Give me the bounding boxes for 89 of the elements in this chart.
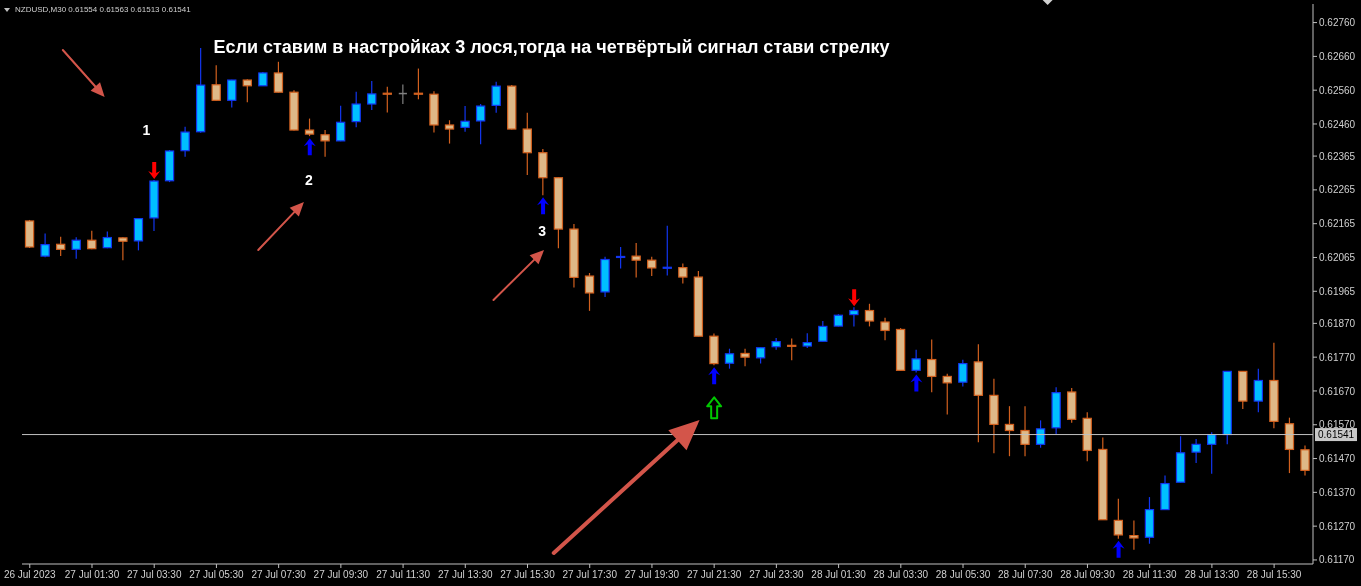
candlestick xyxy=(382,86,392,114)
candlestick xyxy=(242,78,252,103)
candlestick xyxy=(475,103,486,145)
candlestick xyxy=(180,126,190,158)
candlestick xyxy=(584,272,595,312)
candlestick xyxy=(55,236,66,257)
x-tick-label: 28 Jul 09:30 xyxy=(1060,569,1116,580)
x-tick-label: 27 Jul 23:30 xyxy=(749,569,805,580)
x-tick-label: 28 Jul 13:30 xyxy=(1184,569,1240,580)
x-tick-label: 27 Jul 01:30 xyxy=(64,569,120,580)
candlestick xyxy=(647,256,657,277)
candlestick xyxy=(118,236,128,261)
y-tick-label: 0.62460 xyxy=(1319,118,1356,130)
y-tick-label: 0.62365 xyxy=(1319,150,1356,162)
y-tick-label: 0.62265 xyxy=(1319,184,1356,196)
x-tick-label: 27 Jul 19:30 xyxy=(624,569,680,580)
x-tick-label: 28 Jul 03:30 xyxy=(873,569,929,580)
candlestick xyxy=(787,337,797,361)
y-tick-label: 0.61370 xyxy=(1319,486,1356,498)
candlestick xyxy=(849,306,859,328)
y-tick-label: 0.61670 xyxy=(1319,385,1356,397)
candlestick xyxy=(460,105,470,133)
candlestick xyxy=(1129,519,1139,551)
annotation: 2 xyxy=(304,172,313,188)
candlestick xyxy=(351,91,361,128)
candlestick xyxy=(678,262,688,285)
y-tick-label: 0.61170 xyxy=(1319,554,1355,566)
candlestick xyxy=(444,119,455,145)
ref-line-label: 0.61541 xyxy=(1318,429,1355,441)
candlestick xyxy=(71,236,81,260)
x-tick-label: 28 Jul 01:30 xyxy=(811,569,867,580)
candlestick xyxy=(724,348,735,370)
candlestick xyxy=(880,317,890,341)
x-tick-label: 27 Jul 07:30 xyxy=(251,569,307,580)
candlestick xyxy=(1020,405,1030,457)
candlestick xyxy=(1113,498,1124,540)
y-tick-label: 0.61470 xyxy=(1319,453,1356,465)
y-tick-label: 0.62065 xyxy=(1319,252,1356,264)
candlestick xyxy=(211,64,221,102)
candlestick xyxy=(522,112,532,176)
candlestick xyxy=(491,81,501,114)
x-tick-label: 27 Jul 05:30 xyxy=(189,569,245,580)
x-tick-label: 27 Jul 21:30 xyxy=(686,569,742,580)
candlestick xyxy=(1004,405,1015,457)
x-tick-label: 28 Jul 15:30 xyxy=(1246,569,1302,580)
x-tick-label: 28 Jul 11:30 xyxy=(1122,569,1177,580)
candlestick xyxy=(273,61,284,94)
y-tick-label: 0.61270 xyxy=(1319,520,1356,532)
candlestick xyxy=(942,373,952,416)
y-tick-label: 0.61965 xyxy=(1319,285,1356,297)
annotation: Если ставим в настройках 3 лося,тогда на четвёртый сигнал стави стрелку xyxy=(213,37,890,57)
y-tick-label: 0.62660 xyxy=(1319,50,1356,62)
candlestick xyxy=(133,217,144,251)
x-tick-label: 27 Jul 17:30 xyxy=(562,569,618,580)
candlestick xyxy=(927,338,937,393)
x-tick-label: 28 Jul 05:30 xyxy=(935,569,991,580)
y-tick-label: 0.61870 xyxy=(1319,317,1356,329)
x-tick-label: 27 Jul 15:30 xyxy=(500,569,556,580)
y-tick-label: 0.62560 xyxy=(1319,84,1356,96)
candlestick xyxy=(958,359,968,388)
candlestick xyxy=(335,105,346,142)
y-tick-label: 0.62760 xyxy=(1319,17,1356,29)
candlestick xyxy=(615,246,626,270)
annotation: 3 xyxy=(538,223,547,239)
annotation: 1 xyxy=(142,122,151,138)
y-tick-label: 0.61770 xyxy=(1319,351,1356,363)
x-tick-label: 26 Jul 2023 xyxy=(3,569,57,580)
y-tick-label: 0.62165 xyxy=(1319,218,1356,230)
chart-title: NZDUSD,M30 0.61554 0.61563 0.61513 0.61541 xyxy=(15,5,192,14)
x-tick-label: 28 Jul 07:30 xyxy=(998,569,1053,580)
candlestick xyxy=(662,225,672,276)
x-tick-label: 27 Jul 03:30 xyxy=(126,569,182,580)
candlestick xyxy=(367,80,377,111)
candlestick xyxy=(631,242,641,279)
candlestick xyxy=(818,320,828,343)
candlestick xyxy=(1300,444,1310,477)
candlestick xyxy=(864,303,875,328)
candlestick xyxy=(1253,368,1264,413)
candlestick xyxy=(740,348,750,367)
candlestick xyxy=(413,67,424,100)
candlestick xyxy=(1191,438,1201,464)
candlestick xyxy=(227,79,237,109)
candlestick xyxy=(320,129,330,158)
candlestick xyxy=(911,349,921,373)
candlestick xyxy=(1035,419,1046,449)
x-tick-label: 27 Jul 13:30 xyxy=(438,569,493,580)
x-tick-label: 27 Jul 11:30 xyxy=(376,569,431,580)
x-tick-label: 27 Jul 09:30 xyxy=(313,569,369,580)
y-tick-label: 0.61570 xyxy=(1319,419,1356,431)
